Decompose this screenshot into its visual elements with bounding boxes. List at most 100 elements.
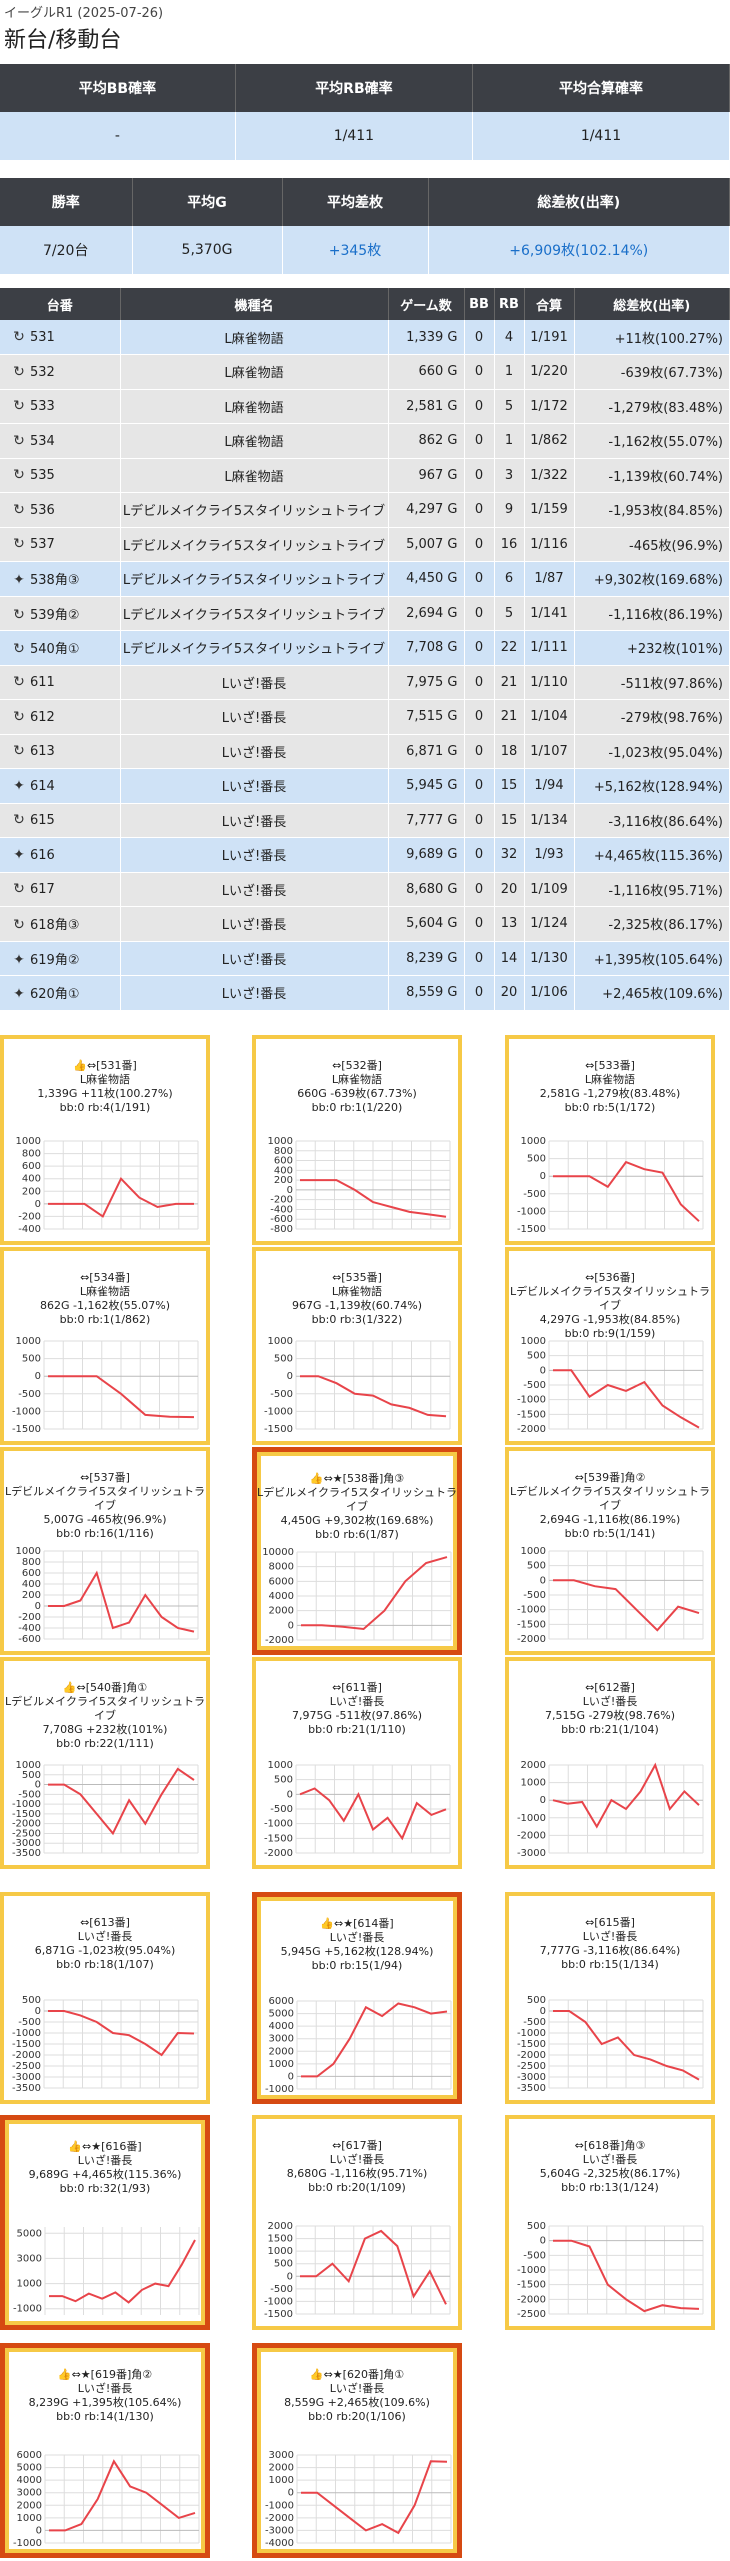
- table-row[interactable]: ↻ 611 Lいざ!番長 7,975 G 0 21 1/110 -511枚(97.86%): [0, 665, 730, 700]
- y-tick-label: -1500: [12, 2039, 41, 2050]
- machine-no-label[interactable]: 611: [30, 675, 55, 691]
- machine-no-label[interactable]: 532: [30, 364, 55, 380]
- table-row[interactable]: ✦ 538角③ Lデビルメイクライ5スタイリッシュトライブ 4,450 G 0 6 1/87…: [0, 561, 730, 597]
- rb-cell: 9: [494, 492, 525, 528]
- slump-chart-card[interactable]: ⇔[533番] L麻雀物語 2,581G -1,279枚(83.48%) bb:0 r…: [505, 1035, 715, 1245]
- machine-no-label[interactable]: 615: [30, 813, 55, 829]
- slump-chart-card[interactable]: 👍⇔★[619番]角② Lいざ!番長 8,239G +1,395枚(105.64%)…: [0, 2343, 210, 2558]
- y-tick-label: -2000: [517, 1424, 546, 1435]
- total-prob-cell: 1/862: [524, 423, 575, 459]
- table-row[interactable]: ✦ 614 Lいざ!番長 5,945 G 0 15 1/94 +5,162枚(128.94%): [0, 768, 730, 804]
- table-row[interactable]: ✦ 619角② Lいざ!番長 8,239 G 0 14 1/130 +1,395枚(105.6…: [0, 941, 730, 976]
- slump-chart-card[interactable]: 👍⇔★[616番] Lいざ!番長 9,689G +4,465枚(115.36%) bb…: [0, 2115, 210, 2330]
- slump-chart-card[interactable]: ⇔[536番] Lデビルメイクライ5スタイリッシュトライブ 4,297G -1,95…: [505, 1247, 715, 1445]
- y-tick-label: -1500: [517, 1619, 546, 1630]
- slump-chart-card[interactable]: ⇔[613番] Lいざ!番長 6,871G -1,023枚(95.04%) bb:0 …: [0, 1892, 210, 2104]
- machine-no-label[interactable]: 613: [30, 744, 55, 760]
- slump-chart-card[interactable]: ⇔[617番] Lいざ!番長 8,680G -1,116枚(95.71%) bb:0 …: [252, 2115, 462, 2330]
- table-row[interactable]: ↻ 540角① Lデビルメイクライ5スタイリッシュトライブ 7,708 G 0 22 1/1…: [0, 630, 730, 666]
- table-row[interactable]: ↻ 531 L麻雀物語 1,339 G 0 4 1/191 +11枚(100.27%): [0, 320, 730, 355]
- y-tick-label: -400: [18, 1224, 41, 1235]
- machine-no-label[interactable]: 612: [30, 709, 55, 725]
- slump-chart-card[interactable]: 👍⇔★[538番]角③ Lデビルメイクライ5スタイリッシュトライブ 4,450G +…: [252, 1447, 462, 1655]
- machine-no-label[interactable]: 533: [30, 399, 55, 415]
- slump-chart: 10005000-500-1000-1500-2000-2500-3000-35…: [12, 1760, 199, 1859]
- table-row[interactable]: ↻ 615 Lいざ!番長 7,777 G 0 15 1/134 -3,116枚(86.64%): [0, 803, 730, 838]
- table-row[interactable]: ↻ 532 L麻雀物語 660 G 0 1 1/220 -639枚(67.73%): [0, 354, 730, 390]
- slump-chart-card[interactable]: ⇔[539番]角② Lデビルメイクライ5スタイリッシュトライブ 2,694G -1,…: [505, 1447, 715, 1655]
- y-tick-label: 1000: [16, 1136, 41, 1147]
- machine-no-label[interactable]: 620角①: [30, 987, 80, 1003]
- slump-chart-card[interactable]: ⇔[535番] L麻雀物語 967G -1,139枚(60.74%) bb:0 rb:…: [252, 1247, 462, 1445]
- machine-no-label[interactable]: 617: [30, 882, 55, 898]
- chart-machine-name: Lいざ!番長: [77, 2154, 133, 2167]
- chart-bonus-stats: bb:0 rb:15(1/94): [311, 1959, 403, 1972]
- table-row[interactable]: ↻ 537 Lデビルメイクライ5スタイリッシュトライブ 5,007 G 0 16 1/116…: [0, 527, 730, 562]
- machine-name-cell: Lいざ!番長: [120, 941, 389, 976]
- y-tick-label: 800: [22, 1557, 41, 1568]
- chart-machine-name: Lいざ!番長: [329, 1931, 385, 1944]
- table-row[interactable]: ↻ 533 L麻雀物語 2,581 G 0 5 1/172 -1,279枚(83.48%): [0, 389, 730, 424]
- table-row[interactable]: ↻ 617 Lいざ!番長 8,680 G 0 20 1/109 -1,116枚(95.71%): [0, 872, 730, 907]
- chart-bonus-stats: bb:0 rb:16(1/116): [56, 1527, 154, 1540]
- slump-chart-card[interactable]: 👍⇔★[614番] Lいざ!番長 5,945G +5,162枚(128.94%) bb…: [252, 1892, 462, 2104]
- machine-no-cell: ↻ 533: [0, 389, 121, 424]
- slump-chart-card[interactable]: 👍⇔[531番] L麻雀物語 1,339G +11枚(100.27%) bb:0 rb…: [0, 1035, 210, 1245]
- slump-chart-card[interactable]: ⇔[612番] Lいざ!番長 7,515G -279枚(98.76%) bb:0 rb…: [505, 1657, 715, 1869]
- slump-series-line: [49, 2459, 196, 2532]
- slump-chart-card[interactable]: ⇔[618番]角③ Lいざ!番長 5,604G -2,325枚(86.17%) bb:…: [505, 2115, 715, 2330]
- table-row[interactable]: ↻ 535 L麻雀物語 967 G 0 3 1/322 -1,139枚(60.74%): [0, 458, 730, 493]
- y-tick-label: 1000: [268, 1760, 293, 1771]
- chart-machine-name: Lいざ!番長: [582, 2153, 638, 2166]
- slump-chart-card[interactable]: 👍⇔★[620番]角① Lいざ!番長 8,559G +2,465枚(109.6%) b…: [252, 2343, 462, 2558]
- machine-no-label[interactable]: 540角①: [30, 642, 80, 658]
- machine-no-label[interactable]: 539角②: [30, 607, 80, 623]
- chart-title: ⇔[535番]: [332, 1271, 382, 1284]
- chart-title: ⇔[534番]: [80, 1271, 130, 1284]
- y-tick-label: -1000: [12, 2028, 41, 2039]
- table-row[interactable]: ✦ 616 Lいざ!番長 9,689 G 0 32 1/93 +4,465枚(115.36%): [0, 837, 730, 873]
- y-tick-label: -1500: [517, 1224, 546, 1235]
- chart-bonus-stats: bb:0 rb:21(1/104): [561, 1723, 659, 1736]
- table-row[interactable]: ↻ 534 L麻雀物語 862 G 0 1 1/862 -1,162枚(55.07%): [0, 423, 730, 459]
- y-tick-label: 500: [527, 1995, 546, 2006]
- machine-no-cell: ↻ 617: [0, 872, 121, 907]
- machine-no-label[interactable]: 537: [30, 537, 55, 553]
- chart-machine-name: Lいざ!番長: [77, 2382, 133, 2395]
- chart-bonus-stats: bb:0 rb:20(1/106): [308, 2410, 406, 2423]
- chart-games-diff: 9,689G +4,465枚(115.36%): [28, 2168, 182, 2181]
- table-row[interactable]: ↻ 613 Lいざ!番長 6,871 G 0 18 1/107 -1,023枚(95.04%): [0, 734, 730, 769]
- table-row[interactable]: ↻ 536 Lデビルメイクライ5スタイリッシュトライブ 4,297 G 0 9 1/159-…: [0, 492, 730, 528]
- slump-chart-card[interactable]: ⇔[534番] L麻雀物語 862G -1,162枚(55.07%) bb:0 rb:…: [0, 1247, 210, 1445]
- table-row[interactable]: ↻ 618角③ Lいざ!番長 5,604 G 0 13 1/124 -2,325枚(86.17…: [0, 906, 730, 942]
- col-games: ゲーム数: [388, 288, 465, 320]
- slump-chart-card[interactable]: ⇔[532番] L麻雀物語 660G -639枚(67.73%) bb:0 rb:1(…: [252, 1035, 462, 1245]
- slump-chart-card[interactable]: 👍⇔[540番]角① Lデビルメイクライ5スタイリッシュトライブ 7,708G +2…: [0, 1657, 210, 1869]
- bb-cell: 0: [464, 527, 495, 562]
- machine-no-label[interactable]: 535: [30, 468, 55, 484]
- y-tick-label: 0: [540, 1171, 546, 1182]
- slump-chart-card[interactable]: ⇔[611番] Lいざ!番長 7,975G -511枚(97.86%) bb:0 rb…: [252, 1657, 462, 1869]
- machine-no-label[interactable]: 531: [30, 330, 55, 345]
- table-row[interactable]: ↻ 539角② Lデビルメイクライ5スタイリッシュトライブ 2,694 G 0 5 1/14…: [0, 596, 730, 631]
- slump-chart-card[interactable]: ⇔[537番] Lデビルメイクライ5スタイリッシュトライブ 5,007G -465枚…: [0, 1447, 210, 1655]
- slump-chart: 2000 1000 0 -1000 -2000 -3000: [517, 1760, 704, 1859]
- machine-no-label[interactable]: 616: [30, 847, 55, 863]
- slump-chart-card[interactable]: ⇔[615番] Lいざ!番長 7,777G -3,116枚(86.64%) bb:0 …: [505, 1892, 715, 2104]
- machine-no-label[interactable]: 534: [30, 433, 55, 449]
- header-avg-total: 平均合算確率: [472, 64, 730, 112]
- slump-chart: 1000 500 0 -500 -1000 -1500 -2000: [517, 1546, 704, 1645]
- machine-no-label[interactable]: 619角②: [30, 952, 80, 968]
- machine-no-label[interactable]: 614: [30, 778, 55, 794]
- table-row[interactable]: ↻ 612 Lいざ!番長 7,515 G 0 21 1/104 -279枚(98.76%): [0, 699, 730, 735]
- slump-series-line: [553, 1160, 700, 1222]
- chart-machine-name: Lいざ!番長: [329, 2153, 385, 2166]
- y-tick-label: 2000: [268, 2221, 293, 2232]
- chart-bonus-stats: bb:0 rb:9(1/159): [564, 1327, 656, 1340]
- bb-cell: 0: [464, 492, 495, 528]
- table-row[interactable]: ✦ 620角① Lいざ!番長 8,559 G 0 20 1/106 +2,465枚(109.6…: [0, 975, 730, 1011]
- machine-no-label[interactable]: 618角③: [30, 918, 80, 934]
- machine-no-label[interactable]: 538角③: [30, 573, 80, 589]
- games-cell: 1,339 G: [388, 320, 465, 355]
- machine-no-label[interactable]: 536: [30, 502, 55, 518]
